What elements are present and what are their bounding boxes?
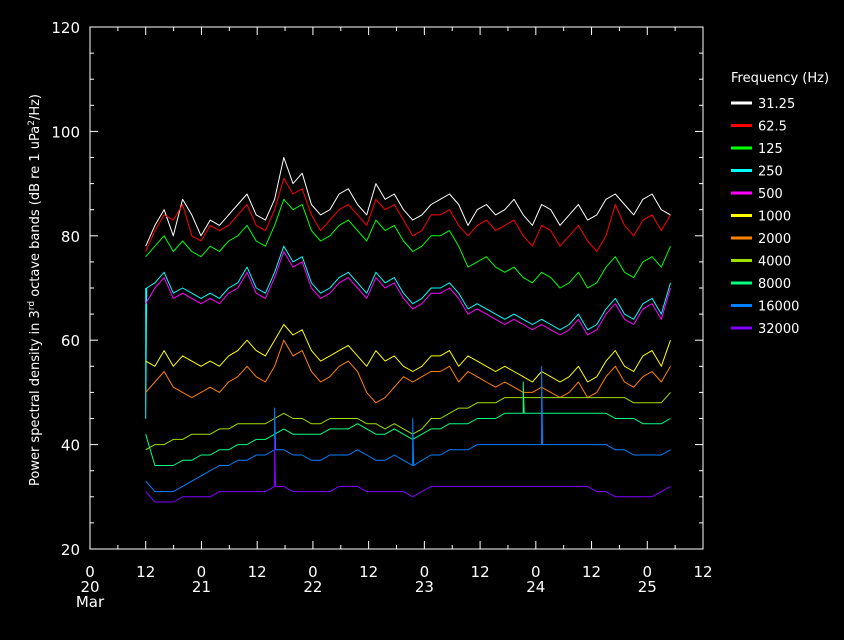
x-tick-label: 12 <box>582 563 601 581</box>
legend-label: 62.5 <box>758 120 787 135</box>
x-tick-label: 0 <box>642 563 652 581</box>
series-line-8000 <box>145 381 671 466</box>
legend-label: 4000 <box>758 255 791 270</box>
series-line-1000 <box>145 324 671 383</box>
y-tick-label: 40 <box>61 437 80 455</box>
x-tick-label: 12 <box>471 563 490 581</box>
y-tick-label: 120 <box>51 19 80 37</box>
legend-label: 16000 <box>758 300 799 315</box>
legend-label: 31.25 <box>758 97 795 112</box>
legend-label: 500 <box>758 187 783 202</box>
legend-label: 2000 <box>758 232 791 247</box>
series-line-62-5 <box>145 177 671 252</box>
x-tick-label: 24 <box>526 578 545 596</box>
x-tick-label: 12 <box>359 563 378 581</box>
y-tick-label: 20 <box>61 541 80 559</box>
legend-label: 8000 <box>758 277 791 292</box>
legend: Frequency (Hz) 31.25 62.5 125 250 500 1000 2000… <box>731 71 829 337</box>
x-tick-label: Mar <box>76 593 105 611</box>
x-tick-label: 0 <box>197 563 207 581</box>
series-line-250 <box>145 245 671 419</box>
legend-label: 125 <box>758 142 783 157</box>
x-tick-label: 21 <box>192 578 211 596</box>
x-tick-label: 20 <box>80 578 99 596</box>
x-tick-label: 12 <box>693 563 712 581</box>
legend-label: 1000 <box>758 210 791 225</box>
y-axis: 20 40 60 80 100 120 <box>51 19 703 559</box>
series-line-125 <box>145 198 671 289</box>
series-line-2000 <box>145 339 671 404</box>
x-tick-label: 0 <box>308 563 318 581</box>
x-tick-label: 12 <box>248 563 267 581</box>
series-group <box>145 157 671 503</box>
series-line-32000 <box>145 438 671 503</box>
legend-label: 32000 <box>758 322 799 337</box>
y-tick-label: 100 <box>51 123 80 141</box>
x-tick-label: 0 <box>85 563 95 581</box>
x-tick-label: 12 <box>136 563 155 581</box>
x-tick-label: 22 <box>303 578 322 596</box>
series-line-4000 <box>145 392 671 451</box>
x-tick-label: 23 <box>415 578 434 596</box>
x-tick-label: 0 <box>531 563 541 581</box>
y-axis-label: Power spectral density in 3rd octave ban… <box>27 94 43 486</box>
series-line-500 <box>145 251 671 336</box>
legend-title: Frequency (Hz) <box>731 71 829 86</box>
y-tick-label: 60 <box>61 332 80 350</box>
x-tick-label: 25 <box>638 578 657 596</box>
y-tick-label: 80 <box>61 228 80 246</box>
series-line-31-25 <box>145 157 671 247</box>
x-tick-label: 0 <box>420 563 430 581</box>
series-line-16000 <box>145 365 671 493</box>
legend-label: 250 <box>758 165 783 180</box>
